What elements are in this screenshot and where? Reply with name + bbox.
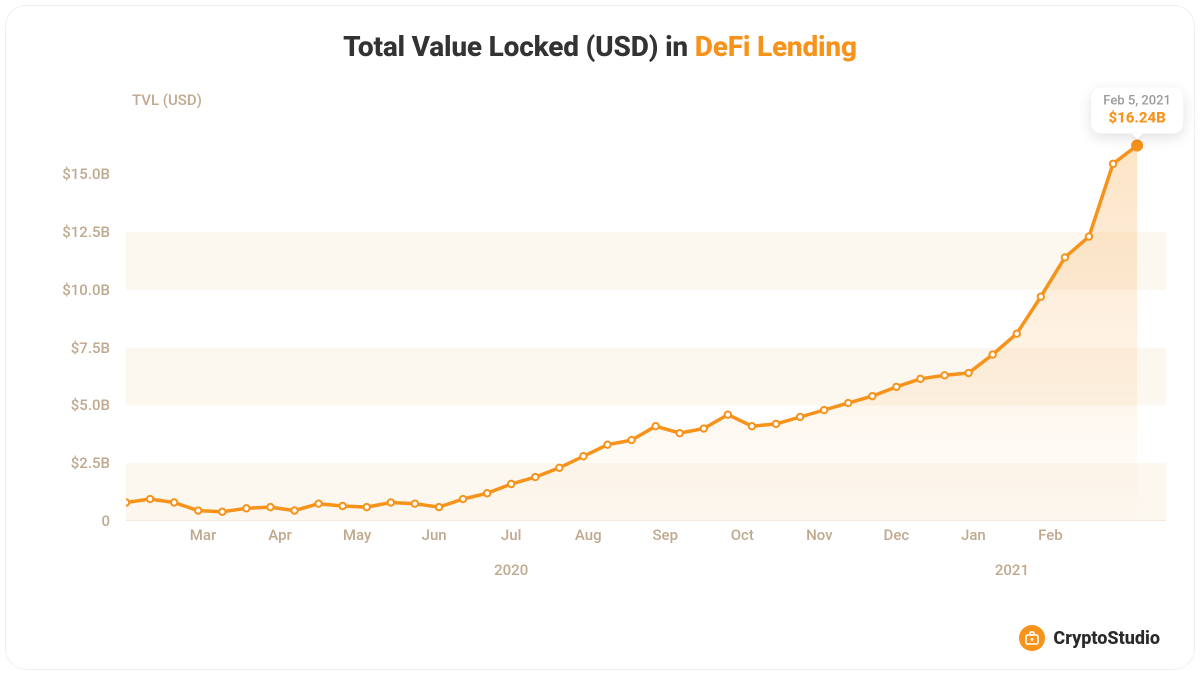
x-axis-ticks: Mar Apr May Jun Jul Aug Sep Oct Nov Dec Jan Feb (126, 526, 1166, 548)
x-tick-label: Aug (575, 526, 602, 544)
x-tick-label: May (343, 526, 371, 544)
chart-plot-area (126, 121, 1166, 521)
y-tick-label: $12.5B (6, 223, 110, 241)
y-axis-label: TVL (USD) (132, 91, 202, 109)
x-tick-label: Apr (268, 526, 292, 544)
y-tick-label: $10.0B (6, 281, 110, 299)
title-plain: Total Value Locked (USD) in (343, 30, 695, 63)
x-group-label: 2020 (494, 561, 528, 579)
chart-card: Total Value Locked (USD) in DeFi Lending… (6, 6, 1194, 669)
y-tick-label: $15.0B (6, 165, 110, 183)
brand-badge: CryptoStudio (1019, 625, 1160, 651)
x-tick-label: Jun (422, 526, 447, 544)
x-tick-label: Dec (884, 526, 910, 544)
x-tick-label: Oct (731, 526, 754, 544)
x-tick-label: Sep (652, 526, 678, 544)
callout-date: Feb 5, 2021 (1103, 93, 1171, 109)
y-tick-label: $7.5B (6, 339, 110, 357)
x-group-label: 2021 (995, 561, 1029, 579)
brand-name: CryptoStudio (1053, 628, 1160, 649)
x-tick-label: Jan (961, 526, 986, 544)
y-tick-label: 0 (6, 512, 110, 530)
x-tick-label: Jul (501, 526, 522, 544)
y-tick-label: $5.0B (6, 396, 110, 414)
x-tick-label: Nov (806, 526, 832, 544)
chart-svg (126, 121, 1166, 521)
x-tick-label: Feb (1038, 526, 1063, 544)
brand-icon (1019, 625, 1045, 651)
y-tick-label: $2.5B (6, 454, 110, 472)
data-callout: Feb 5, 2021 $16.24B (1091, 87, 1183, 134)
title-accent: DeFi Lending (695, 30, 857, 63)
callout-value: $16.24B (1103, 109, 1171, 127)
x-tick-label: Mar (190, 526, 217, 544)
x-axis-group-labels: 2020 2021 (126, 561, 1166, 583)
chart-title: Total Value Locked (USD) in DeFi Lending (6, 30, 1194, 63)
